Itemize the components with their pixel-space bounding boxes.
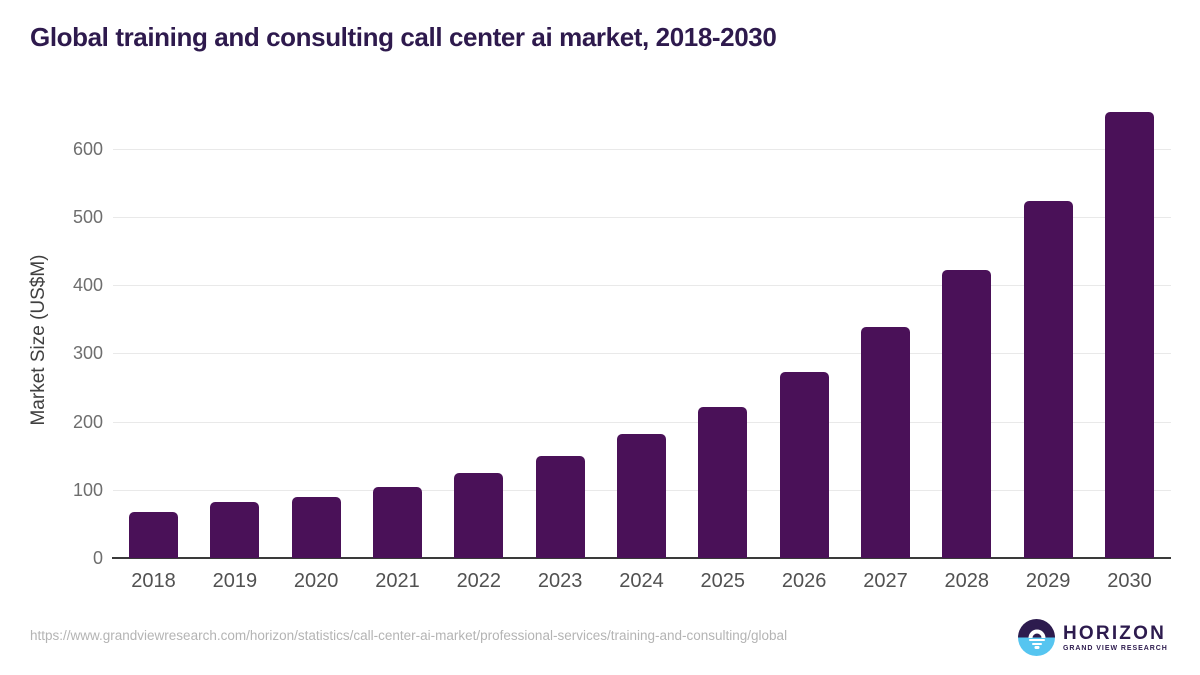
gridline-400	[113, 285, 1171, 287]
gridline-300	[113, 353, 1171, 355]
x-axis-line	[112, 557, 1171, 559]
x-tick-label-2026: 2026	[781, 570, 827, 592]
y-tick-label-300: 300	[72, 343, 103, 364]
bar-2019[interactable]	[210, 502, 260, 558]
sun-reflection-line	[1031, 642, 1042, 645]
bar-2020[interactable]	[291, 496, 341, 558]
x-tick-label-2029: 2029	[1025, 570, 1071, 592]
sun-reflection-line	[1028, 638, 1045, 641]
x-tick-label-2030: 2030	[1107, 570, 1152, 592]
x-tick-label-2023: 2023	[537, 570, 583, 592]
plot-area: 0 100 200 300 400 500 600 2018 2019 2020 2021 2022 2…	[73, 101, 1171, 591]
gridline-500	[113, 216, 1171, 218]
bar-2021[interactable]	[372, 487, 422, 558]
y-tick-label-600: 600	[72, 138, 103, 159]
sun-reflection-line	[1034, 646, 1039, 649]
sun-glyph	[1028, 629, 1045, 638]
horizon-sunset-icon	[1018, 619, 1055, 656]
x-tick-label-2024: 2024	[619, 570, 664, 592]
y-tick-label-200: 200	[72, 411, 103, 432]
bar-2025[interactable]	[698, 407, 748, 558]
x-tick-label-2028: 2028	[944, 570, 990, 592]
chart-title: Global training and consulting call cent…	[30, 22, 777, 52]
x-tick-label-2027: 2027	[863, 570, 908, 592]
gridline-200	[113, 421, 1171, 423]
sun-glyph-clip	[1018, 619, 1055, 638]
bar-2030[interactable]	[1104, 111, 1154, 558]
x-tick-label-2025: 2025	[700, 570, 746, 592]
logo-text-block: HORIZON GRAND VIEW RESEARCH	[1063, 623, 1168, 653]
bar-2026[interactable]	[779, 371, 829, 558]
bar-2029[interactable]	[1023, 201, 1073, 558]
source-url: https://www.grandviewresearch.com/horizo…	[30, 628, 788, 643]
x-tick-label-2020: 2020	[293, 570, 339, 592]
logo-sub-brand: GRAND VIEW RESEARCH	[1063, 644, 1168, 652]
x-tick-label-2021: 2021	[375, 570, 420, 592]
bar-2018[interactable]	[129, 511, 178, 558]
y-tick-label-500: 500	[72, 206, 103, 227]
y-tick-label-0: 0	[92, 548, 103, 568]
horizon-logo: HORIZON GRAND VIEW RESEARCH	[1018, 619, 1168, 656]
bar-2022[interactable]	[454, 472, 504, 558]
bar-2027[interactable]	[860, 327, 910, 558]
bar-2028[interactable]	[942, 270, 992, 558]
x-tick-label-2022: 2022	[456, 570, 502, 592]
x-tick-label-2019: 2019	[212, 570, 258, 592]
bar-2024[interactable]	[616, 433, 666, 558]
y-tick-label-400: 400	[72, 275, 103, 296]
logo-brand: HORIZON	[1063, 622, 1167, 644]
y-tick-label-100: 100	[72, 479, 103, 500]
x-tick-label-2018: 2018	[131, 570, 176, 592]
bar-2023[interactable]	[535, 455, 585, 558]
gridline-600	[113, 148, 1171, 150]
